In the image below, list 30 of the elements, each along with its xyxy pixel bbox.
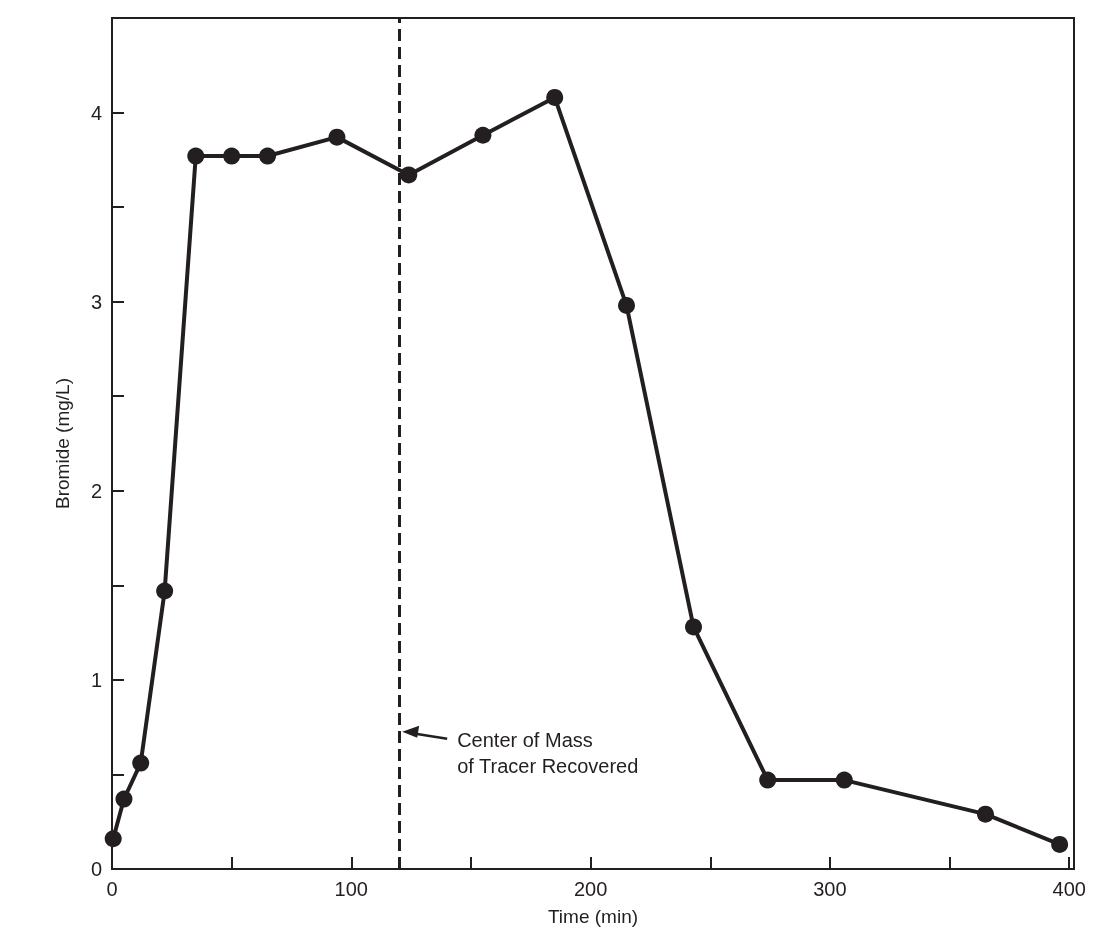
x-tick-label: 300 xyxy=(813,878,847,900)
point xyxy=(156,582,174,600)
y-axis-title: Bromide (mg/L) xyxy=(52,378,73,509)
point xyxy=(1051,835,1069,853)
point xyxy=(259,147,277,165)
point xyxy=(618,296,635,314)
point xyxy=(474,126,492,144)
x-axis-title: Time (min) xyxy=(547,906,639,927)
x-tick-label: 0 xyxy=(106,878,118,900)
point xyxy=(132,754,150,772)
point xyxy=(685,618,703,636)
point xyxy=(187,147,205,165)
point xyxy=(115,790,133,808)
y-tick-label: 0 xyxy=(90,858,102,880)
point xyxy=(400,166,418,184)
point xyxy=(546,88,564,106)
y-tick-label: 1 xyxy=(90,668,102,691)
x-tick-label: 200 xyxy=(573,878,608,900)
x-tick-label: 400 xyxy=(1052,878,1086,900)
point xyxy=(104,830,122,848)
point xyxy=(835,771,853,789)
point xyxy=(223,147,241,165)
point xyxy=(976,805,994,823)
ref-line-label: Center of Mass of Tracer Recovered xyxy=(457,728,639,777)
point xyxy=(328,128,346,146)
y-tick-label: 4 xyxy=(90,101,102,124)
y-tick-label: 3 xyxy=(90,290,102,313)
y-tick-label: 2 xyxy=(90,479,102,502)
point xyxy=(759,771,777,789)
x-tick-label: 100 xyxy=(334,878,368,900)
